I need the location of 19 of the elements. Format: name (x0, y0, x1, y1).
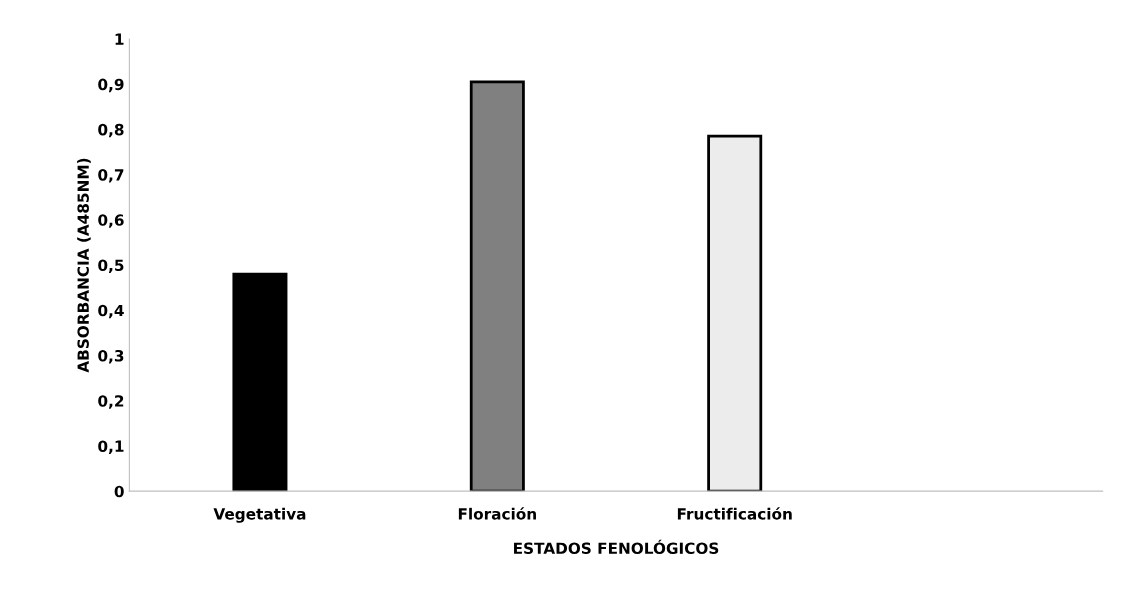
x-tick-label: Fructificación (677, 507, 792, 520)
y-tick-label: 0 (114, 485, 124, 498)
x-tick-label: Floración (458, 507, 536, 520)
x-axis-title: ESTADOS FENOLÓGICOS (514, 539, 719, 555)
y-tick-label: 0,1 (98, 440, 124, 454)
y-tick-label: 0,6 (98, 214, 124, 228)
x-tick-label: Vegetativa (213, 507, 306, 523)
bar (707, 134, 763, 492)
y-axis-title: ABSORBANCIA (A485NM) (77, 158, 91, 373)
y-tick-label: 0,8 (98, 123, 124, 138)
y-tick-label: 0,2 (98, 395, 124, 409)
y-tick-label: 0,9 (98, 78, 124, 93)
bar (232, 272, 288, 492)
bar (469, 80, 525, 492)
y-tick-label: 0,4 (98, 304, 124, 319)
y-tick-label: 0,7 (98, 169, 124, 183)
y-tick-label: 1 (115, 33, 124, 45)
y-tick-label: 0,3 (98, 349, 124, 364)
y-tick-label: 0,5 (98, 259, 124, 274)
